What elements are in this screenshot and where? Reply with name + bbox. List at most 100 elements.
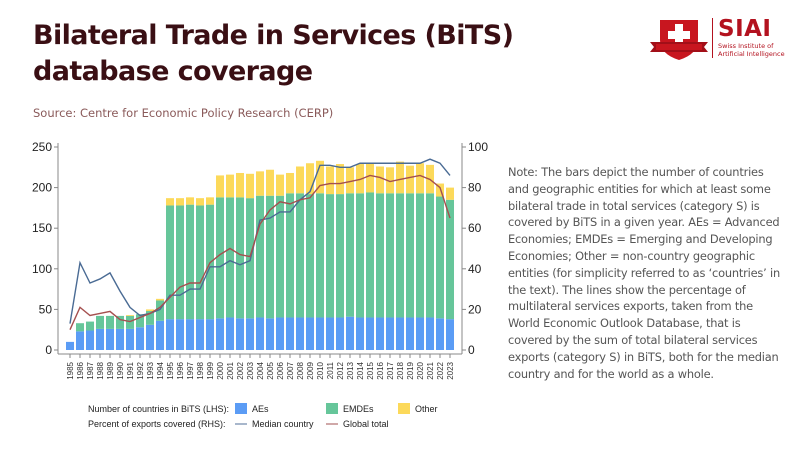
x-tick-label-1995: 1995: [166, 361, 175, 379]
bar-emdes-1988: [96, 315, 104, 329]
bar-emdes-1990: [116, 315, 124, 329]
bar-aes-2004: [256, 317, 264, 350]
bar-emdes-1994: [156, 300, 164, 321]
bar-emdes-2016: [376, 193, 384, 318]
right-tick-label-40: 40: [468, 262, 482, 276]
x-tick-label-1993: 1993: [146, 361, 155, 379]
bar-aes-1988: [96, 328, 104, 350]
bar-emdes-1987: [86, 321, 94, 331]
bar-emdes-1989: [106, 315, 114, 329]
logo-subtitle: Swiss Institute of Artificial Intelligen…: [718, 42, 788, 58]
bar-other-2009: [306, 163, 314, 195]
right-tick-label-60: 60: [468, 221, 482, 235]
x-tick-label-1998: 1998: [196, 361, 205, 379]
line-median-country: [69, 158, 451, 324]
x-tick-label-1999: 1999: [206, 361, 215, 379]
page-title: Bilateral Trade in Services (BiTS) datab…: [33, 20, 514, 87]
bar-aes-1994: [156, 320, 164, 350]
x-tick-label-2003: 2003: [246, 361, 255, 379]
x-tick-label-2000: 2000: [216, 361, 225, 379]
bar-aes-1997: [186, 319, 194, 350]
bar-other-2017: [386, 167, 394, 194]
bar-other-2006: [276, 174, 284, 196]
bar-aes-2013: [346, 316, 354, 350]
bar-other-1991: [126, 315, 134, 316]
legend-label-global: Global total: [343, 419, 389, 429]
bar-aes-2006: [276, 317, 284, 350]
bar-aes-1985: [66, 341, 74, 350]
bar-emdes-2021: [426, 193, 434, 318]
bar-other-2019: [406, 165, 414, 194]
x-tick-label-2012: 2012: [336, 361, 345, 379]
bar-aes-2018: [396, 317, 404, 350]
x-tick-label-2022: 2022: [436, 361, 445, 379]
bar-other-2015: [366, 163, 374, 193]
bar-emdes-2000: [216, 197, 224, 319]
bar-other-1999: [206, 197, 214, 205]
bar-aes-2019: [406, 317, 414, 350]
logo-wordmark: SIAI: [718, 16, 772, 42]
bar-other-2023: [446, 187, 454, 200]
bar-aes-2010: [316, 317, 324, 350]
bar-aes-2023: [446, 319, 454, 350]
bar-emdes-1997: [186, 204, 194, 320]
x-tick-label-1989: 1989: [106, 361, 115, 379]
bar-other-2012: [336, 164, 344, 195]
bar-aes-2002: [236, 318, 244, 350]
x-tick-label-2010: 2010: [316, 361, 325, 379]
x-tick-label-1986: 1986: [76, 361, 85, 379]
legend-swatch-other: [398, 403, 410, 414]
line-global-total: [69, 174, 451, 330]
bar-emdes-2015: [366, 192, 374, 318]
legend-row1-label: Number of countries in BiTS (LHS):: [88, 404, 229, 414]
bar-aes-2022: [436, 318, 444, 350]
bar-aes-1998: [196, 319, 204, 350]
left-tick-label-250: 250: [32, 140, 52, 154]
bar-emdes-2014: [356, 193, 364, 318]
bar-aes-1987: [86, 330, 94, 350]
bar-other-1997: [186, 197, 194, 205]
bar-other-2014: [356, 164, 364, 194]
bar-emdes-2018: [396, 193, 404, 318]
left-tick-label-50: 50: [39, 302, 53, 316]
legend-label-median: Median country: [252, 419, 314, 429]
bar-aes-2021: [426, 317, 434, 350]
bar-emdes-2009: [306, 194, 314, 318]
bar-aes-2015: [366, 317, 374, 350]
bar-other-2005: [266, 169, 274, 196]
bar-aes-2012: [336, 317, 344, 350]
x-tick-label-2001: 2001: [226, 361, 235, 379]
bar-aes-2007: [286, 317, 294, 350]
bar-emdes-2019: [406, 193, 414, 318]
x-tick-label-2004: 2004: [256, 361, 265, 379]
chart-note: Note: The bars depict the number of coun…: [508, 165, 780, 381]
x-tick-label-1987: 1987: [86, 361, 95, 379]
bar-emdes-1991: [126, 315, 134, 329]
bar-aes-2000: [216, 318, 224, 350]
bar-emdes-1993: [146, 311, 154, 325]
x-tick-label-2014: 2014: [356, 361, 365, 379]
bar-emdes-2001: [226, 197, 234, 318]
logo-subtitle-line1: Swiss Institute of: [718, 42, 774, 50]
bar-emdes-2013: [346, 193, 354, 317]
bar-emdes-2012: [336, 194, 344, 318]
x-tick-label-2013: 2013: [346, 361, 355, 379]
bar-aes-2003: [246, 318, 254, 350]
legend-label-emdes: EMDEs: [343, 404, 374, 414]
bar-other-1998: [196, 198, 204, 206]
x-tick-label-2021: 2021: [426, 361, 435, 379]
left-tick-label-200: 200: [32, 181, 52, 195]
bar-other-1996: [176, 198, 184, 206]
bar-emdes-2023: [446, 199, 454, 320]
bar-aes-2005: [266, 318, 274, 350]
bar-other-2018: [396, 161, 404, 194]
shield-icon: [650, 20, 708, 60]
bar-emdes-1986: [76, 323, 84, 332]
bar-other-2008: [296, 166, 304, 194]
bar-emdes-2005: [266, 195, 274, 319]
x-tick-label-1997: 1997: [186, 361, 195, 379]
bar-other-2004: [256, 171, 264, 196]
bar-aes-2008: [296, 317, 304, 350]
x-tick-label-2002: 2002: [236, 361, 245, 379]
right-tick-label-100: 100: [468, 140, 488, 154]
